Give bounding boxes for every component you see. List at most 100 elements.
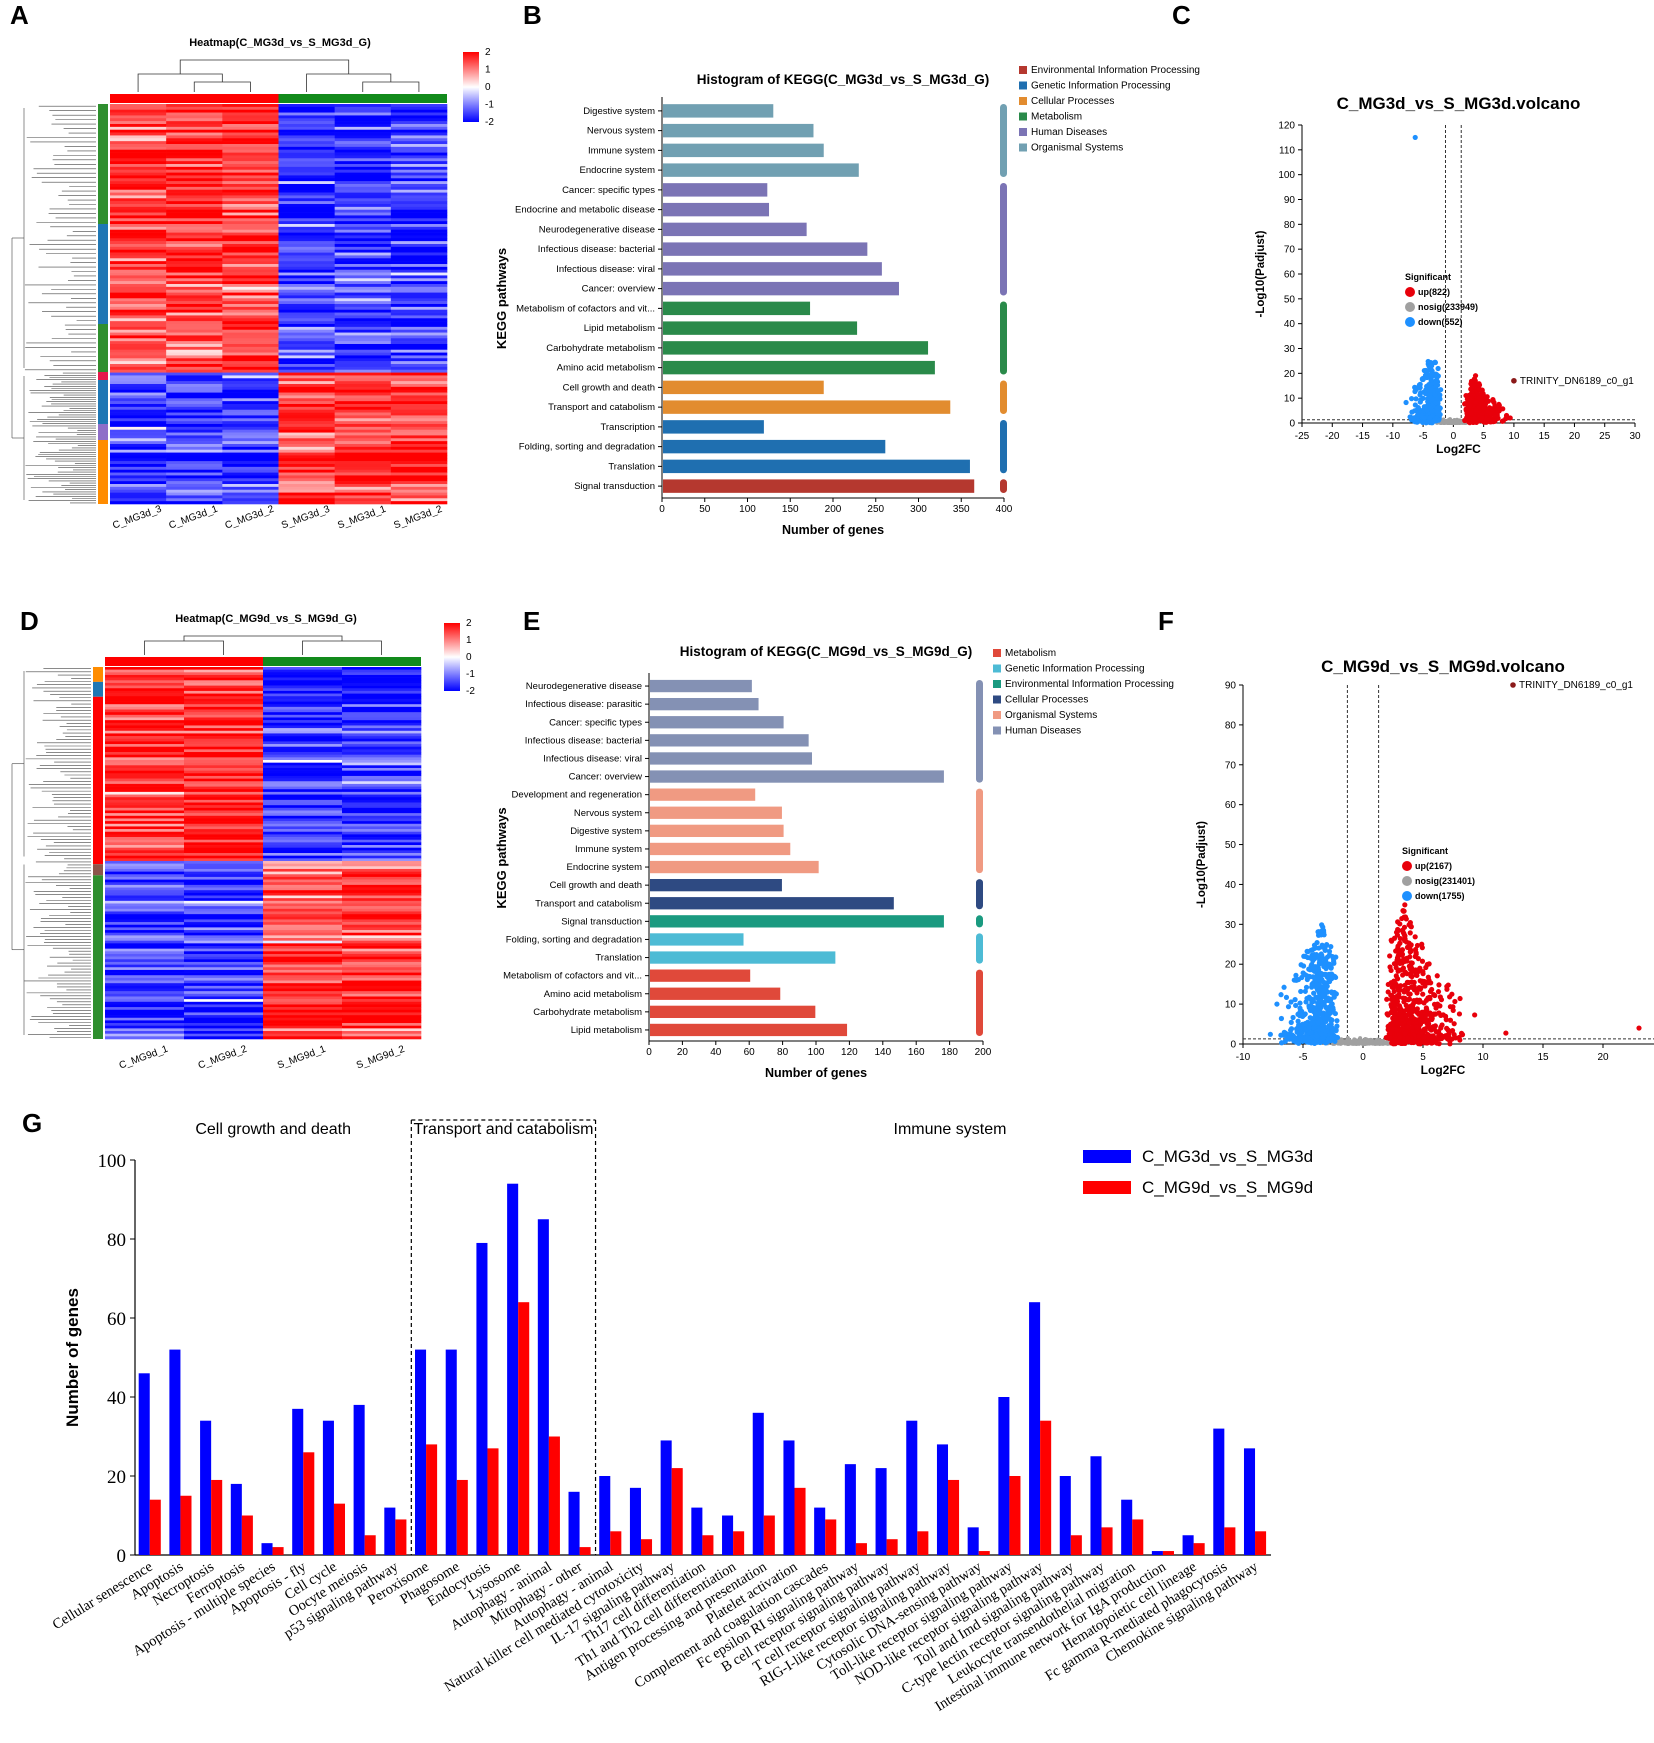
row-cluster-segment: [98, 224, 108, 324]
x-tick-label: -5: [1299, 1052, 1308, 1063]
bar: [650, 770, 944, 783]
x-tick-label: 160: [908, 1047, 925, 1058]
up-point: [1456, 1011, 1463, 1017]
up-point: [1451, 1031, 1457, 1038]
down-point: [1432, 359, 1439, 366]
heatmap-cell: [278, 229, 335, 233]
up-point: [1451, 1021, 1457, 1027]
heatmap-cell: [334, 329, 392, 333]
heatmap-cell: [342, 943, 422, 947]
up-point: [1401, 908, 1407, 914]
heatmap-cell: [278, 418, 335, 422]
heatmap-cell: [184, 797, 264, 801]
up-point: [1389, 984, 1395, 990]
heatmap-cell: [222, 309, 279, 313]
down-point: [1321, 979, 1327, 986]
heatmap-cell: [110, 115, 167, 119]
heatmap-cell: [334, 221, 392, 225]
color-scale-tick: 2: [466, 618, 472, 629]
heatmap-cell: [390, 252, 448, 256]
heatmap-cell: [110, 321, 167, 325]
bar-series-1: [568, 1491, 580, 1555]
heatmap-cell: [334, 155, 392, 159]
heatmap-cell: [110, 392, 167, 396]
heatmap-cell: [184, 866, 264, 870]
heatmap-cell: [184, 762, 264, 766]
heatmap-cell: [334, 324, 392, 328]
heatmap-cell: [278, 172, 335, 176]
heatmap-cell: [166, 421, 223, 425]
heatmap-cell: [105, 943, 185, 947]
heatmap-cell: [342, 741, 422, 745]
up-point: [1402, 1030, 1408, 1037]
heatmap-cell: [110, 466, 167, 471]
heatmap-cell: [342, 866, 422, 870]
nosig-point: [1448, 420, 1453, 425]
heatmap-cell: [105, 730, 185, 734]
heatmap-cell: [105, 884, 185, 888]
heatmap-cell: [105, 961, 185, 965]
category-label: Development and regeneration: [512, 790, 642, 801]
heatmap-cell: [263, 845, 343, 848]
row-cluster-segment: [98, 380, 108, 424]
heatmap-cell: [334, 258, 392, 262]
down-point: [1320, 1027, 1326, 1033]
bar: [650, 734, 809, 747]
up-point: [1428, 1027, 1434, 1033]
heatmap-cell: [184, 667, 264, 670]
heatmap-cell: [222, 498, 279, 502]
heatmap-cell: [342, 728, 422, 732]
heatmap-cell: [222, 481, 279, 485]
heatmap-cell: [105, 879, 185, 883]
heatmap-cell: [263, 778, 343, 782]
up-point: [1396, 1011, 1402, 1017]
y-axis-title: Number of genes: [63, 1288, 82, 1427]
up-point: [1396, 967, 1402, 974]
heatmap-cell: [222, 198, 279, 202]
heatmap-cell: [278, 241, 335, 245]
heatmap-cell: [184, 696, 264, 700]
bar-series-1: [814, 1507, 826, 1555]
heatmap-cell: [105, 781, 185, 785]
color-scale-tick: -1: [485, 100, 494, 111]
heatmap-cell: [110, 266, 167, 271]
up-point: [1395, 927, 1401, 934]
heatmap-cell: [390, 432, 448, 436]
down-point: [1298, 962, 1304, 968]
up-point: [1418, 1012, 1424, 1019]
heatmap-cell: [263, 1023, 343, 1027]
heatmap-cell: [263, 813, 343, 817]
heatmap-cell: [342, 927, 422, 931]
heatmap-cell: [166, 458, 223, 462]
up-point: [1444, 986, 1450, 992]
up-point: [1403, 1002, 1409, 1008]
heatmap-cell: [184, 980, 264, 984]
heatmap-cell: [105, 818, 185, 822]
up-point: [1466, 399, 1472, 405]
heatmap-cell: [184, 818, 264, 822]
heatmap-cell: [105, 775, 185, 779]
heatmap-cell: [390, 169, 448, 173]
heatmap-cell: [334, 106, 392, 111]
heatmap-cell: [184, 741, 264, 745]
down-point: [1274, 1001, 1280, 1007]
heatmap-cell: [278, 455, 335, 459]
heatmap-cell: [184, 714, 264, 718]
heatmap-cell: [184, 959, 264, 963]
heatmap-cell: [110, 201, 167, 205]
heatmap-cell: [342, 1036, 422, 1040]
heatmap-cell: [278, 246, 335, 251]
heatmap-cell: [342, 999, 422, 1003]
heatmap-cell: [334, 318, 392, 322]
heatmap-cell: [263, 876, 343, 880]
heatmap-cell: [263, 847, 343, 851]
heatmap-cell: [105, 1015, 185, 1019]
up-point: [1447, 1004, 1454, 1010]
heatmap-cell: [166, 312, 223, 316]
heatmap-cell: [222, 249, 279, 253]
heatmap-cell: [184, 895, 264, 899]
heatmap-cell: [390, 175, 448, 179]
kegg-histogram-e: Histogram of KEGG(C_MG9d_vs_S_MG9d_G)0 20…: [494, 644, 1174, 1080]
heatmap-cell: [110, 326, 167, 331]
heatmap-cell: [222, 418, 279, 422]
